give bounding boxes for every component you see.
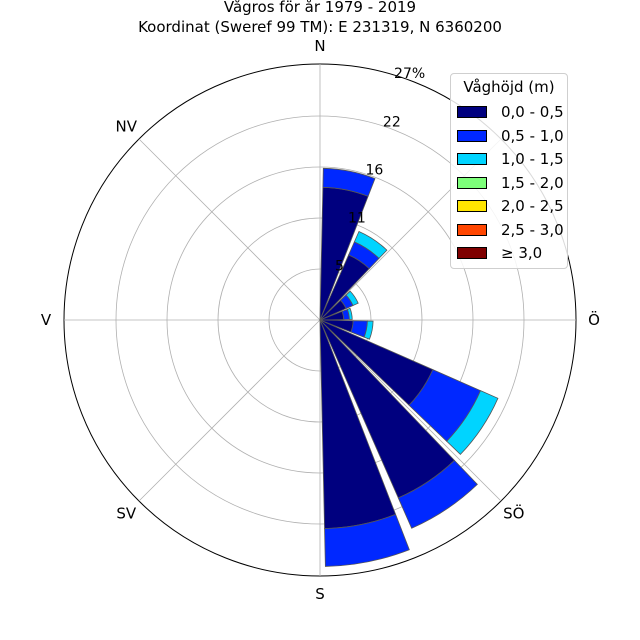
direction-label: SV [116, 505, 137, 523]
sector-bar [363, 320, 374, 340]
grid-spoke [138, 138, 321, 321]
legend-entry: 0,0 - 0,5 [457, 102, 564, 122]
legend-entry: 0,5 - 1,0 [457, 126, 564, 146]
radial-tick-label: 22 [383, 115, 401, 131]
legend-label: 0,5 - 1,0 [501, 126, 564, 145]
chart-title: Vågros för år 1979 - 2019 [223, 0, 417, 16]
legend-title: Våghöjd (m) [463, 78, 555, 96]
legend-swatch [457, 129, 487, 142]
legend-label: 2,5 - 3,0 [501, 220, 564, 239]
legend-label: 1,0 - 1,5 [501, 150, 564, 168]
legend-entry: 2,5 - 3,0 [457, 220, 564, 240]
legend-entry: 1,0 - 1,5 [457, 149, 564, 169]
radial-tick-label: 16 [365, 163, 383, 179]
legend: Våghöjd (m) 0,0 - 0,5 0,5 - 1,0 1,0 - 1,5 1… [450, 73, 568, 269]
legend-label: ≥ 3,0 [501, 244, 543, 262]
sector-bar [397, 459, 478, 529]
direction-label: S [315, 585, 325, 603]
direction-label: V [41, 311, 52, 329]
sector-bar [322, 167, 376, 197]
grid-spoke [138, 319, 321, 502]
legend-swatch [457, 153, 487, 165]
legend-label: 2,0 - 2,5 [501, 197, 564, 215]
grid-spoke [319, 319, 502, 502]
radial-tick-label: 27% [394, 66, 425, 82]
legend-entry: ≥ 3,0 [457, 243, 542, 263]
radial-tick-label: 5 [335, 258, 344, 274]
legend-swatch [457, 200, 487, 212]
sector-bar [353, 230, 388, 259]
axis-labels: N Ö SÖ S SV V NV 5 11 16 22 27% [41, 37, 600, 603]
legend-entry: 1,5 - 2,0 [457, 173, 564, 193]
sector-bars [319, 167, 499, 567]
legend-swatch [457, 106, 487, 118]
polar-grid [63, 63, 577, 577]
legend-swatch [457, 176, 487, 189]
chart-subtitle: Koordinat (Sweref 99 TM): E 231319, N 63… [138, 18, 502, 36]
legend-entry: 2,0 - 2,5 [457, 196, 564, 216]
legend-label: 0,0 - 0,5 [501, 103, 564, 121]
sector-bar [345, 290, 359, 307]
legend-label: 1,5 - 2,0 [501, 173, 564, 192]
direction-label: N [314, 37, 325, 55]
radial-tick-label: 11 [348, 211, 366, 227]
direction-label: NV [116, 117, 138, 135]
sector-bar [446, 390, 499, 455]
legend-swatch [457, 247, 487, 259]
direction-label: Ö [588, 310, 600, 329]
sector-bar [324, 513, 410, 567]
direction-label: SÖ [503, 504, 524, 523]
sector-bar [346, 307, 353, 320]
legend-swatch [457, 223, 487, 236]
